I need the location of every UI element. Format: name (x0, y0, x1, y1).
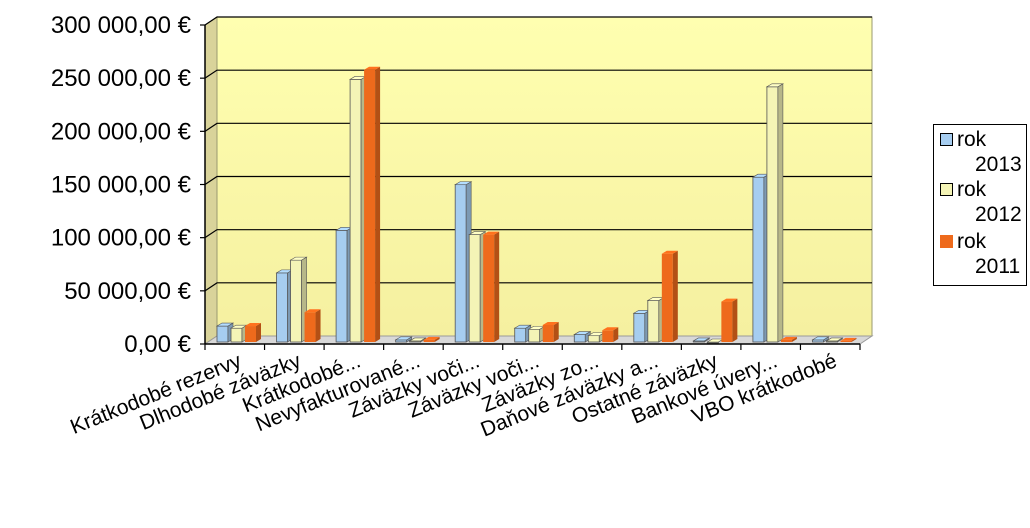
bar-1-3 (408, 337, 427, 343)
bar-1-9 (765, 83, 784, 343)
legend-swatch-2011 (940, 235, 953, 248)
bar-0-9 (751, 173, 770, 343)
bar-1-7 (646, 297, 665, 343)
bars (215, 66, 857, 344)
y-tick-label: 150 000,00 € (51, 172, 192, 199)
bar-0-10 (811, 336, 830, 343)
y-tick-label: 100 000,00 € (51, 225, 192, 252)
bar-2-6 (602, 327, 619, 342)
bar-0-3 (394, 336, 413, 343)
bar-1-2 (349, 75, 368, 343)
bar-0-8 (692, 337, 711, 343)
y-tick-label: 300 000,00 € (51, 12, 192, 39)
bar-1-6 (587, 332, 606, 343)
legend-label-2013: rok 2013 (957, 127, 1027, 177)
bar-2-1 (304, 309, 321, 342)
legend-swatch-2012 (940, 183, 953, 196)
bar-0-6 (573, 331, 592, 343)
bar-1-10 (825, 337, 844, 343)
bar-0-7 (632, 309, 651, 343)
bar-1-1 (289, 256, 308, 343)
gridline (204, 122, 872, 132)
bar-2-8 (721, 298, 738, 342)
legend-label-2013-line1: rok (957, 128, 987, 151)
gridline (204, 282, 872, 292)
gridline (204, 69, 872, 79)
legend-label-2011: rok 2011 (957, 229, 1027, 279)
gridline (204, 229, 872, 239)
y-tick-label: 50 000,00 € (64, 278, 191, 305)
legend-label-2011-line1: rok (957, 230, 987, 253)
bar-2-0 (245, 323, 261, 342)
gridline (204, 16, 872, 26)
legend-label-2012-line2: 2012 (975, 203, 1022, 226)
bar-2-5 (542, 321, 559, 342)
bar-2-2 (364, 66, 381, 342)
bar-2-7 (661, 250, 678, 342)
legend-label-2013-line2: 2013 (975, 153, 1022, 176)
legend-label-2012-line1: rok (957, 178, 987, 201)
legend: rok 2013 rok 2012 rok 2011 (933, 124, 1027, 286)
bar-2-3 (423, 336, 440, 342)
legend-label-2011-line2: 2011 (975, 255, 1021, 278)
y-tick-label: 0,00 € (124, 331, 191, 358)
gridline (204, 175, 872, 185)
legend-label-2012: rok 2012 (957, 177, 1027, 227)
y-tick-label: 250 000,00 € (51, 65, 192, 92)
bar-2-9 (780, 336, 797, 342)
bar-0-5 (513, 324, 532, 343)
y-tick-labels: 0,00 € 50 000,00 € 100 000,00 € 150 000,00 … (51, 12, 192, 358)
bar-2-10 (840, 337, 857, 342)
bar-1-0 (229, 324, 249, 343)
grid-lines (204, 16, 872, 292)
y-tick-label: 200 000,00 € (51, 118, 192, 145)
bar-1-5 (527, 325, 546, 343)
bar-2-4 (483, 231, 500, 342)
legend-swatch-2013 (940, 133, 953, 146)
axes (200, 24, 861, 350)
bar-1-4 (468, 231, 487, 343)
